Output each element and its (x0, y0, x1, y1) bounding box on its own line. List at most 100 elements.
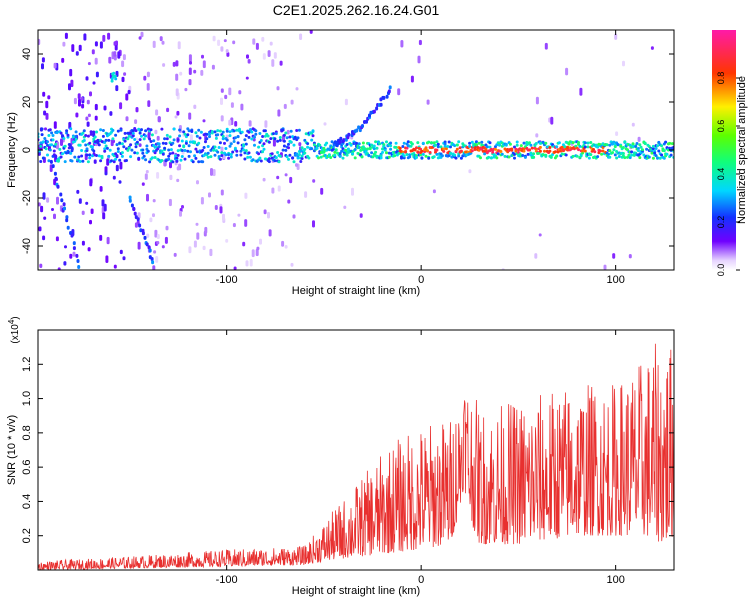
heatmap-cell (169, 161, 172, 169)
heatmap-cell (500, 152, 504, 156)
heatmap-cell (99, 41, 103, 49)
heatmap-cell (65, 129, 69, 133)
heatmap-cell (299, 149, 303, 153)
heatmap-cell (135, 107, 139, 113)
heatmap-cell (85, 116, 89, 121)
heatmap-cell (641, 148, 644, 152)
heatmap-cell (388, 85, 392, 90)
heatmap-cell (474, 140, 478, 144)
heatmap-cell (611, 151, 614, 155)
heatmap-cell (273, 137, 277, 141)
heatmap-cell (175, 73, 179, 81)
heatmap-cell (38, 226, 42, 232)
heatmap-cell (657, 140, 661, 144)
heatmap-cell (154, 129, 158, 135)
heatmap-cell (141, 151, 145, 155)
heatmap-cell (311, 130, 315, 133)
heatmap-cell (622, 60, 625, 67)
heatmap-cell (665, 152, 669, 156)
heatmap-cell (310, 147, 314, 151)
heatmap-cell (128, 195, 132, 200)
heatmap-cell (278, 154, 282, 158)
heatmap-cell (366, 147, 369, 151)
heatmap-cell (420, 149, 424, 153)
heatmap-cell (165, 225, 169, 231)
heatmap-cell (457, 140, 461, 144)
heatmap-cell (167, 148, 171, 152)
heatmap-cell (175, 156, 179, 160)
heatmap-cell (635, 142, 639, 145)
heatmap-cell (212, 169, 216, 177)
heatmap-cell (175, 88, 179, 97)
heatmap-cell (123, 131, 127, 135)
heatmap-cell (195, 222, 199, 226)
heatmap-cell (548, 149, 552, 153)
heatmap-cell (48, 148, 52, 152)
heatmap-cell (81, 210, 85, 216)
heatmap-cell (110, 79, 114, 83)
heatmap-cell (72, 241, 76, 246)
heatmap-cell (80, 97, 84, 101)
heatmap-cell (243, 157, 247, 161)
heatmap-cell (47, 159, 51, 163)
heatmap-cell (455, 143, 459, 147)
heatmap-cell (76, 259, 80, 263)
heatmap-cell (210, 168, 213, 176)
heatmap-cell (94, 57, 98, 65)
heatmap-cell (319, 155, 323, 159)
heatmap-cell (615, 156, 619, 160)
heatmap-cell (239, 149, 243, 153)
heatmap-cell (154, 229, 158, 238)
heatmap-cell (63, 261, 67, 266)
heatmap-cell (385, 151, 388, 155)
heatmap-cell (106, 236, 110, 245)
heatmap-cell (104, 138, 108, 142)
heatmap-cell (515, 140, 519, 144)
heatmap-cell (56, 158, 60, 162)
heatmap-cell (519, 144, 523, 148)
heatmap-cell (54, 176, 58, 181)
heatmap-cell (581, 149, 585, 153)
heatmap-cell (575, 154, 579, 158)
heatmap-cell (405, 153, 409, 156)
heatmap-cell (621, 152, 625, 155)
heatmap-cell (126, 137, 130, 141)
heatmap-cell (442, 147, 446, 151)
heatmap-cell (333, 150, 337, 154)
heatmap-cell (370, 151, 374, 155)
heatmap-cell (147, 100, 151, 108)
heatmap-cell (125, 159, 128, 162)
heatmap-cell (122, 145, 126, 149)
heatmap-cell (89, 132, 93, 136)
heatmap-cell (157, 145, 161, 149)
heatmap-cell (97, 143, 101, 147)
heatmap-cell (379, 156, 383, 160)
heatmap-cell (69, 127, 73, 131)
heatmap-cell (62, 137, 66, 140)
heatmap-cell (125, 116, 129, 122)
heatmap-cell (351, 187, 354, 196)
heatmap-cell (544, 141, 548, 145)
heatmap-cell (78, 44, 82, 52)
heatmap-cell (94, 103, 98, 111)
heatmap-cell (213, 153, 217, 157)
heatmap-cell (470, 140, 474, 144)
heatmap-cell (123, 72, 127, 76)
heatmap-cell (178, 128, 182, 132)
heatmap-cell (189, 140, 192, 144)
heatmap-cell (103, 105, 107, 111)
heatmap-cell (226, 52, 230, 57)
heatmap-cell (60, 198, 64, 203)
heatmap-cell (199, 130, 203, 134)
heatmap-cell (92, 130, 96, 138)
heatmap-cell (95, 71, 99, 78)
heatmap-cell (318, 143, 322, 147)
heatmap-cell (605, 143, 609, 147)
heatmap-cell (67, 143, 71, 146)
heatmap-cell (443, 144, 447, 148)
heatmap-cell (250, 137, 254, 141)
heatmap-cell (636, 147, 640, 150)
heatmap-cell (560, 152, 564, 156)
heatmap-cell (300, 154, 304, 158)
heatmap-cell (295, 152, 299, 156)
